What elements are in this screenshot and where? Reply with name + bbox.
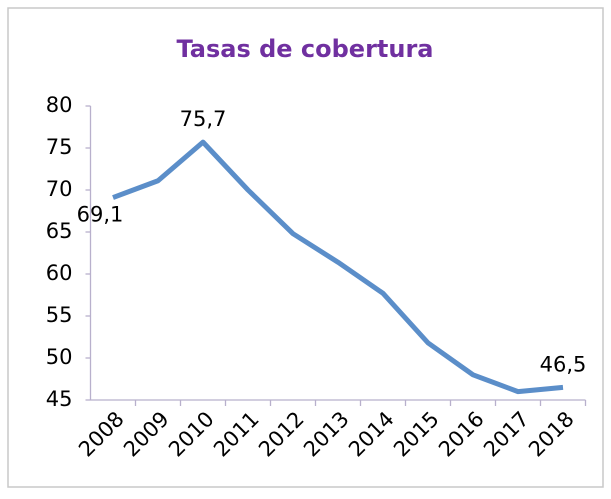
data-label: 69,1 bbox=[77, 203, 124, 227]
y-tick-label: 75 bbox=[46, 135, 73, 159]
y-tick-label: 65 bbox=[46, 219, 73, 243]
y-tick-label: 55 bbox=[46, 303, 73, 327]
data-label: 46,5 bbox=[540, 352, 587, 376]
data-label: 75,7 bbox=[180, 107, 227, 131]
y-tick-label: 70 bbox=[46, 177, 73, 201]
chart-title: Tasas de cobertura bbox=[176, 35, 433, 63]
y-tick-label: 60 bbox=[46, 261, 73, 285]
y-tick-label: 45 bbox=[46, 387, 73, 411]
y-tick-label: 80 bbox=[46, 93, 73, 117]
data-line bbox=[112, 139, 564, 395]
y-tick-label: 50 bbox=[46, 345, 73, 369]
chart-frame bbox=[7, 7, 604, 488]
